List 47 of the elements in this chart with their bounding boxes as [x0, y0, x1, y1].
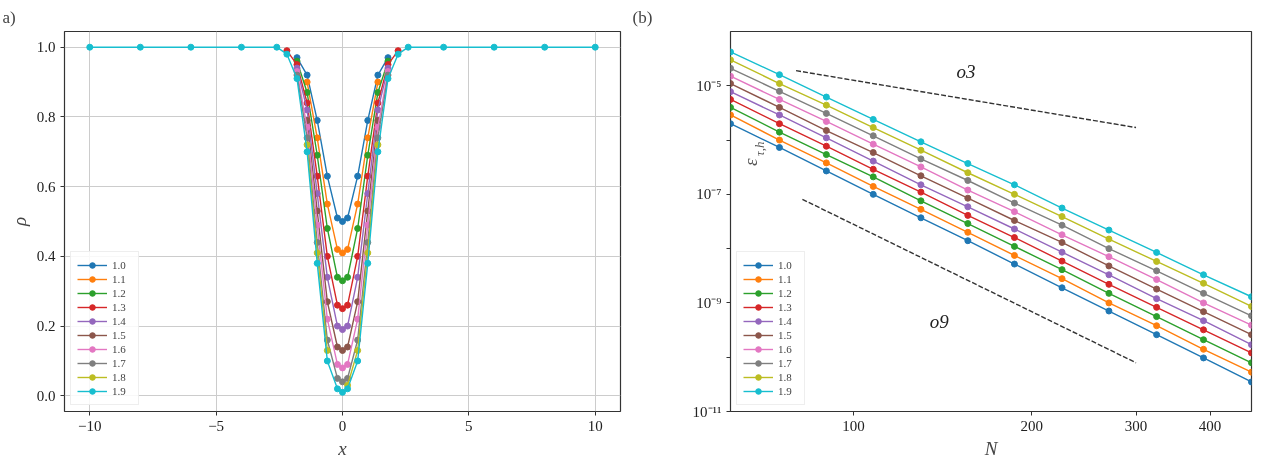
y-tick-label: 0.6	[36, 178, 56, 195]
x-tick-label: 5	[465, 417, 473, 434]
y-axis-title: ετ,h	[739, 141, 767, 166]
legend-label: 1.5	[112, 328, 127, 342]
x-tick-label: 0	[338, 417, 347, 434]
legend-label: 1.6	[112, 342, 127, 356]
x-tick-label: 200	[1020, 417, 1043, 434]
x-axis-title: N	[983, 437, 999, 459]
y-tick-label: 10⁻⁵	[696, 77, 722, 94]
legend-label: 1.5	[778, 328, 793, 342]
legend-label: 1.2	[778, 286, 793, 300]
y-tick-label: 10⁻¹¹	[692, 403, 722, 420]
legend-label: 1.8	[778, 370, 793, 384]
legend-label: 1.7	[778, 356, 793, 370]
y-tick-label: 10⁻⁷	[696, 186, 722, 203]
y-tick-label: 0.8	[36, 108, 56, 125]
legend-label: 1.7	[112, 356, 127, 370]
x-tick-label: 100	[842, 417, 865, 434]
series-label: o9	[929, 310, 950, 332]
legend-label: 1.9	[112, 384, 127, 398]
x-tick-label: −5	[208, 417, 225, 434]
legend-label: 1.3	[778, 300, 793, 314]
y-tick-label: 1.0	[36, 39, 56, 56]
legend-label: 1.0	[112, 258, 127, 272]
y-tick-label: 0.2	[36, 318, 56, 335]
x-axis-title: x	[337, 437, 348, 459]
y-tick-label: 0.4	[36, 248, 56, 265]
legend-label: 1.6	[778, 342, 793, 356]
x-tick-label: 400	[1198, 417, 1222, 434]
chart-title: a)	[2, 7, 16, 27]
chart-title: (b)	[632, 7, 653, 27]
legend-label: 1.3	[112, 300, 127, 314]
legend-label: 1.1	[112, 272, 127, 286]
legend-label: 1.9	[778, 384, 793, 398]
y-tick-label: 10⁻⁹	[696, 294, 722, 311]
series-label: o3	[956, 60, 976, 82]
x-tick-label: −10	[78, 417, 102, 434]
legend-label: 1.1	[778, 272, 793, 286]
legend-label: 1.4	[112, 314, 127, 328]
y-axis-title: ρ	[8, 216, 30, 228]
legend-label: 1.2	[112, 286, 127, 300]
legend-label: 1.8	[112, 370, 127, 384]
y-tick-label: 0.0	[36, 387, 56, 404]
x-tick-label: 10	[587, 417, 603, 434]
legend-label: 1.0	[778, 258, 793, 272]
x-tick-label: 300	[1124, 417, 1148, 434]
legend-label: 1.4	[778, 314, 793, 328]
